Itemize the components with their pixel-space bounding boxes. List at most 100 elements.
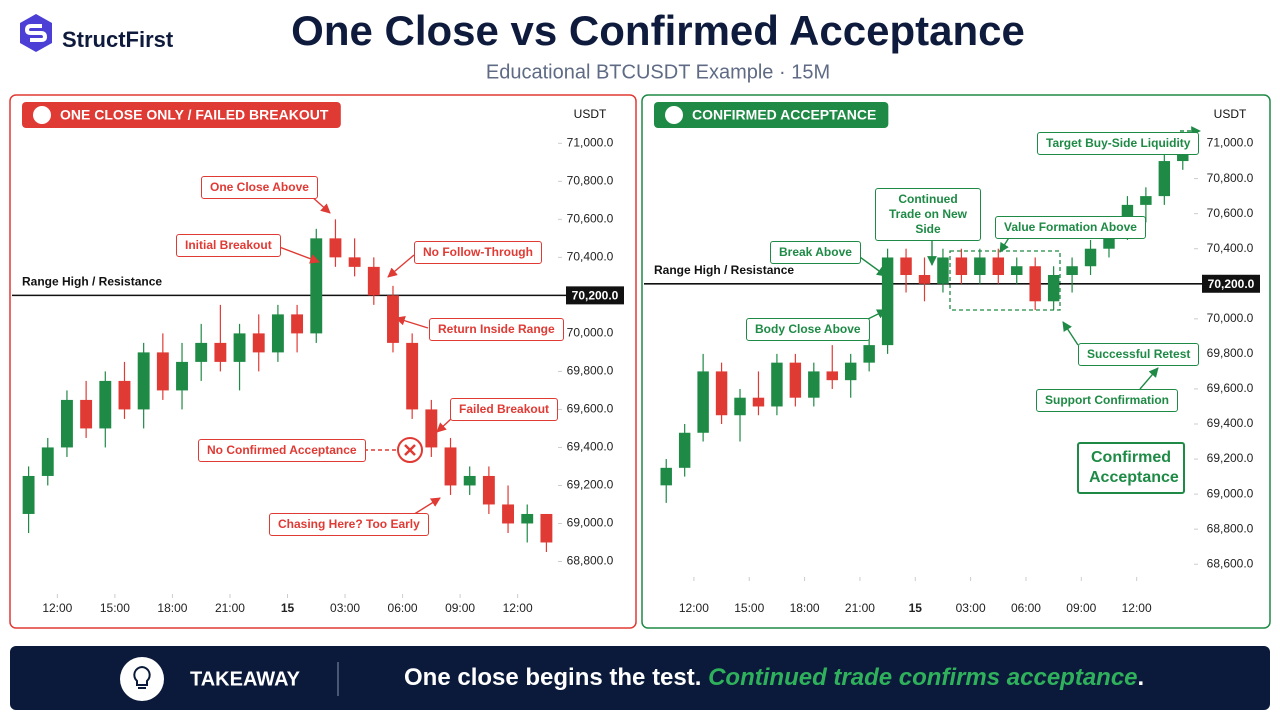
candle-body	[214, 342, 227, 362]
candle-body	[697, 371, 709, 433]
candle-body	[918, 275, 931, 284]
candle-body	[137, 352, 150, 410]
candle-body	[367, 266, 380, 296]
annotation: Chasing Here? Too Early	[269, 513, 429, 536]
candle-body	[844, 362, 857, 381]
candle-body	[156, 352, 169, 391]
annotation: Target Buy-Side Liquidity	[1037, 132, 1200, 155]
x-tick-label: 09:00	[1066, 601, 1096, 615]
annotation: Body Close Above	[746, 318, 870, 341]
level-tag	[566, 286, 624, 305]
candle-body	[900, 257, 912, 275]
candle-body	[463, 475, 476, 486]
annotation-arrow	[1139, 367, 1159, 390]
panel-title: CONFIRMED ACCEPTANCE	[692, 107, 876, 123]
candle-body	[176, 361, 188, 391]
candle-body	[118, 380, 131, 410]
candle-body	[22, 475, 35, 514]
candle-body	[387, 295, 399, 343]
x-tick-label: 18:00	[157, 601, 187, 615]
candle-body	[540, 513, 553, 543]
candle-body	[348, 257, 361, 267]
y-tick-label: 68,600.0	[1207, 556, 1254, 570]
panel-title: ONE CLOSE ONLY / FAILED BREAKOUT	[60, 107, 329, 123]
candle-body	[1103, 231, 1115, 249]
candle-body	[992, 257, 1005, 275]
candle-body	[771, 362, 783, 407]
level-label: 70,200.0	[572, 289, 619, 303]
x-tick-label: 18:00	[790, 601, 820, 615]
annotation: Support Confirmation	[1036, 389, 1178, 412]
y-tick-label: 69,200.0	[567, 478, 614, 492]
subtitle: Educational BTCUSDT Example · 15M	[486, 61, 830, 83]
takeaway: One close begins the test. Continued tra…	[404, 664, 1144, 692]
candle-body	[482, 475, 495, 505]
annotation: Successful Retest	[1078, 343, 1200, 366]
candle-body	[789, 362, 802, 398]
candle-body	[1066, 266, 1078, 275]
y-tick-label: 69,400.0	[1207, 416, 1254, 430]
annotation-arrow	[436, 417, 453, 433]
value-zone	[949, 250, 1061, 311]
candle-body	[1011, 266, 1023, 275]
x-tick-label: 12:00	[679, 601, 709, 615]
candle-body	[678, 432, 691, 468]
candle-body	[444, 447, 457, 486]
candle-body	[99, 380, 112, 429]
candle-body	[310, 238, 323, 334]
candle-body	[233, 333, 246, 362]
panel	[641, 94, 1271, 629]
takeaway-end: .	[1137, 664, 1145, 691]
x-tick-label: 12:00	[503, 601, 533, 615]
candle-body	[974, 257, 986, 275]
annotation: Break Above	[770, 241, 861, 264]
candle-body	[863, 345, 875, 363]
y-tick-label: 69,000.0	[1207, 486, 1254, 500]
candle-body	[826, 371, 838, 381]
brand: StructFirst	[62, 27, 174, 52]
candle-body	[660, 467, 672, 486]
annotation-arrow	[387, 254, 415, 278]
x-tick-label: 15	[281, 601, 295, 615]
y-tick-label: 71,000.0	[567, 135, 614, 149]
candle-body	[406, 342, 419, 410]
y-tick-label: 70,400.0	[567, 250, 614, 264]
x-tick-label: 15:00	[100, 601, 130, 615]
y-tick-label: 69,800.0	[1207, 346, 1254, 360]
takeaway-text: One close begins the test.	[404, 664, 702, 691]
takeaway-highlight: Continued trade confirms acceptance	[708, 664, 1138, 691]
candle-body	[752, 397, 765, 407]
x-tick-label: 09:00	[445, 601, 475, 615]
candle-body	[252, 333, 265, 353]
x-tick-label: 12:00	[42, 601, 72, 615]
annotation: One Close Above	[201, 176, 318, 199]
x-tick-label: 21:00	[215, 601, 245, 615]
panel	[9, 94, 637, 629]
candle-body	[955, 257, 968, 275]
annotation: No Follow-Through	[414, 241, 542, 264]
annotation-arrow	[273, 244, 320, 264]
candle-body	[61, 399, 73, 448]
y-tick-label: 70,800.0	[567, 173, 614, 187]
candle-body	[1047, 275, 1060, 302]
annotation: No Confirmed Acceptance	[198, 439, 366, 462]
x-tick-label: 03:00	[956, 601, 986, 615]
candle-body	[425, 409, 438, 448]
footer-bar	[10, 646, 1270, 710]
logo	[20, 14, 52, 52]
candle-body	[195, 342, 208, 362]
y-tick-label: 70,400.0	[1207, 241, 1254, 255]
axis-unit: USDT	[1214, 107, 1247, 121]
candle-body	[881, 257, 894, 346]
candle-body	[291, 314, 304, 334]
annotation: Failed Breakout	[450, 398, 559, 421]
candle-body	[271, 314, 284, 353]
y-tick-label: 68,800.0	[567, 554, 614, 568]
annotation: Value Formation Above	[995, 216, 1146, 239]
candle-body	[41, 447, 54, 476]
candle-body	[1140, 196, 1152, 205]
y-tick-label: 70,800.0	[1207, 171, 1254, 185]
title: One Close vs Confirmed Acceptance	[291, 7, 1025, 54]
title-badge	[22, 102, 341, 128]
x-tick-label: 15:00	[734, 601, 764, 615]
